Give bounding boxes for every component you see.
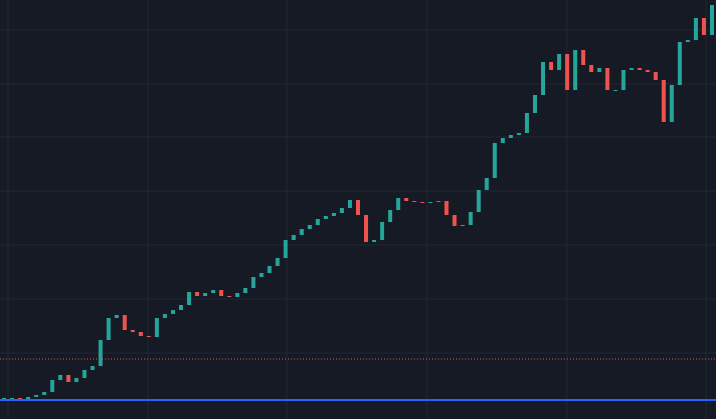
- candle: [307, 225, 312, 229]
- vertical-grid: [7, 0, 707, 419]
- candle: [34, 395, 39, 397]
- candle: [219, 290, 224, 296]
- candle: [412, 201, 417, 202]
- candle: [251, 277, 256, 288]
- candle: [565, 54, 570, 90]
- candle: [468, 212, 473, 225]
- candle: [637, 68, 642, 70]
- candle: [597, 68, 602, 72]
- candle: [106, 318, 111, 340]
- candle: [396, 198, 401, 210]
- candle: [605, 68, 610, 90]
- candle: [138, 332, 143, 336]
- candle: [323, 216, 328, 219]
- candle: [653, 72, 658, 80]
- candle: [203, 293, 208, 296]
- candle: [492, 143, 497, 178]
- candle: [58, 375, 63, 380]
- candle: [187, 292, 192, 305]
- candle: [122, 315, 127, 330]
- candle: [629, 68, 634, 70]
- candle: [589, 65, 594, 72]
- candle: [10, 398, 15, 399]
- candle: [613, 90, 618, 91]
- candle: [645, 70, 650, 72]
- candle: [516, 133, 521, 135]
- candle: [315, 219, 320, 225]
- candle: [2, 398, 7, 399]
- candle: [179, 305, 184, 310]
- candle: [339, 208, 344, 213]
- candle: [130, 330, 135, 332]
- candle: [436, 201, 441, 202]
- candle: [549, 62, 554, 70]
- candle: [154, 318, 159, 337]
- candle: [66, 375, 71, 382]
- candle: [259, 273, 264, 277]
- candle: [283, 240, 288, 258]
- candle: [98, 340, 103, 366]
- candle: [380, 222, 385, 240]
- candle: [709, 5, 714, 35]
- candle: [291, 235, 296, 240]
- candle: [685, 40, 690, 42]
- candle: [211, 290, 216, 293]
- candle: [299, 229, 304, 235]
- candle: [26, 397, 31, 400]
- candle: [428, 202, 433, 203]
- candle: [404, 198, 409, 201]
- candle: [621, 70, 626, 90]
- candle: [444, 201, 449, 215]
- candle: [195, 292, 200, 296]
- candle: [364, 215, 369, 242]
- candle: [532, 95, 537, 113]
- candle: [170, 310, 175, 314]
- candle: [460, 225, 465, 226]
- candle: [162, 314, 167, 318]
- candle: [356, 200, 360, 215]
- candle: [476, 190, 481, 212]
- candle: [541, 62, 546, 95]
- candle: [661, 80, 666, 122]
- candle: [114, 315, 119, 318]
- candle: [243, 288, 248, 293]
- candle: [82, 370, 87, 378]
- candle: [484, 178, 489, 190]
- candle: [235, 293, 240, 297]
- candle: [557, 54, 562, 70]
- candle: [275, 258, 280, 266]
- candle: [227, 296, 232, 297]
- candle: [388, 210, 393, 222]
- candle: [452, 215, 457, 226]
- candle: [693, 18, 698, 40]
- candle: [50, 380, 55, 392]
- candle: [573, 50, 578, 90]
- candle: [74, 378, 79, 382]
- candle: [701, 18, 706, 35]
- candle: [500, 138, 505, 143]
- candle: [677, 42, 682, 85]
- candle: [42, 392, 47, 395]
- candle: [524, 113, 529, 133]
- candle: [508, 135, 513, 138]
- candle: [420, 202, 425, 203]
- candle: [267, 266, 272, 273]
- candle: [347, 200, 352, 208]
- candle: [146, 336, 151, 337]
- candle: [669, 85, 674, 122]
- candle: [372, 240, 377, 242]
- candle: [331, 213, 336, 216]
- candle: [90, 366, 95, 370]
- candle: [581, 50, 586, 65]
